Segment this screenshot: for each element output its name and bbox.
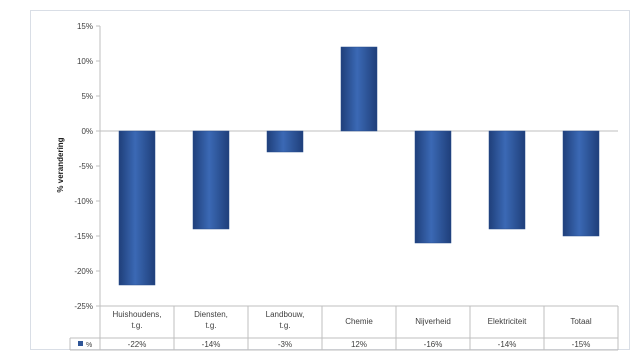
bars — [118, 46, 600, 286]
category-label: Totaal — [570, 317, 592, 326]
category-label: Diensten, t.g. — [194, 310, 228, 330]
category-label: Chemie — [345, 317, 373, 326]
bar — [562, 130, 600, 237]
y-tick-label: -25% — [74, 302, 93, 311]
y-tick-label: 10% — [77, 57, 93, 66]
category-label: Huishoudens, t.g. — [113, 310, 162, 330]
category-label: Nijverheid — [415, 317, 451, 326]
legend-swatch — [78, 341, 83, 346]
y-axis: 15% 10% 5% 0% -5% -10% -15% -20% -25% — [74, 22, 618, 311]
legend-label: % — [86, 342, 92, 349]
y-tick-label: -5% — [79, 162, 93, 171]
data-table: Huishoudens, t.g. -22% Diensten, t.g. -14% Lan… — [69, 305, 619, 351]
data-label: -15% — [572, 340, 591, 349]
data-label: -14% — [202, 340, 221, 349]
category-label: Elektriciteit — [488, 317, 527, 326]
bar — [192, 130, 230, 230]
data-label: 12% — [351, 340, 367, 349]
category-label: Landbouw, t.g. — [266, 310, 305, 330]
y-tick-label: -20% — [74, 267, 93, 276]
data-label: -22% — [128, 340, 147, 349]
data-label: -16% — [424, 340, 443, 349]
y-tick-label: -15% — [74, 232, 93, 241]
bar — [414, 130, 452, 244]
data-label: -3% — [278, 340, 292, 349]
data-label: -14% — [498, 340, 517, 349]
bar — [340, 46, 378, 132]
bar — [118, 130, 156, 286]
bar — [266, 130, 304, 153]
y-tick-label: -10% — [74, 197, 93, 206]
bar — [488, 130, 526, 230]
y-tick-label: 15% — [77, 22, 93, 31]
y-axis-label: % verandering — [56, 137, 65, 192]
y-tick-label: 0% — [81, 127, 93, 136]
y-tick-label: 5% — [81, 92, 93, 101]
